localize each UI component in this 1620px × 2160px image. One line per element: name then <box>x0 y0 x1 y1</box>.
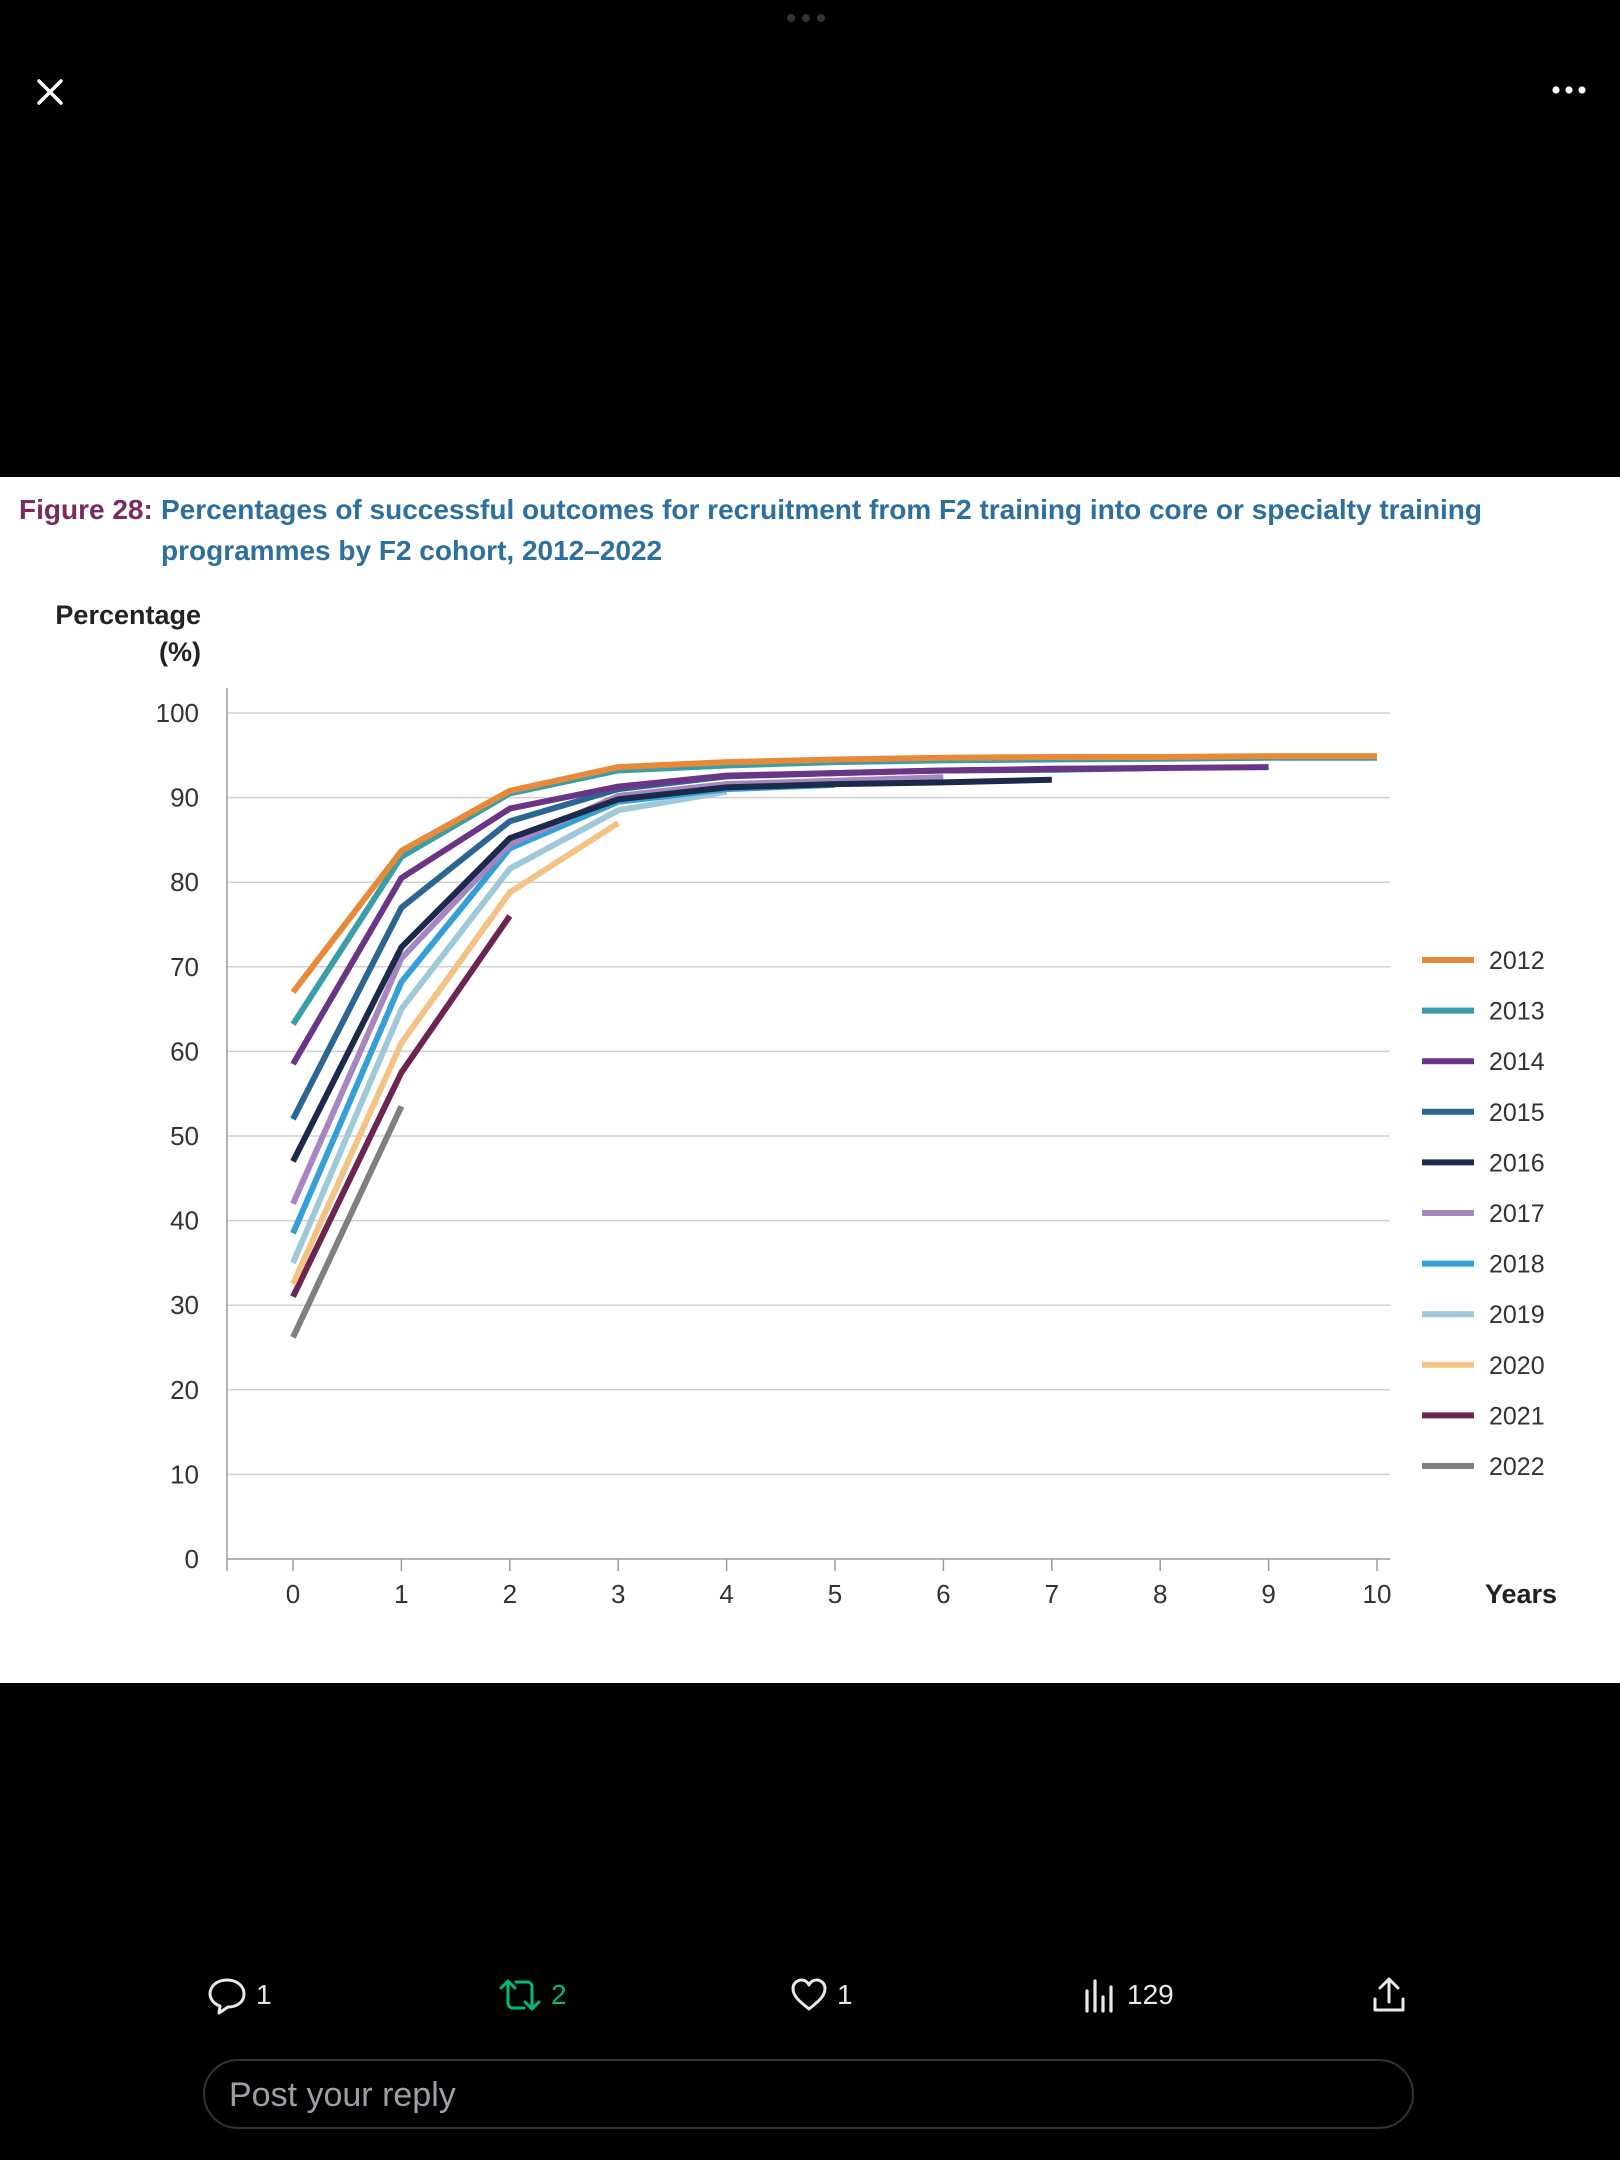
x-tick-label: 5 <box>828 1579 842 1609</box>
like-button[interactable]: 1 <box>789 1975 853 2015</box>
y-axis-title: Percentage (%) <box>55 600 201 667</box>
figure-number: Figure 28: <box>19 494 153 525</box>
x-axis-title: Years <box>1485 1579 1557 1609</box>
y-tick-label: 10 <box>170 1459 199 1489</box>
y-tick-label: 40 <box>170 1206 199 1236</box>
x-tick-label: 7 <box>1045 1579 1059 1609</box>
close-button[interactable] <box>28 70 72 114</box>
x-tick-label: 1 <box>394 1579 408 1609</box>
x-tick-label: 6 <box>936 1579 950 1609</box>
x-tick-label: 4 <box>719 1579 733 1609</box>
y-tick-label: 30 <box>170 1290 199 1320</box>
retweet-button[interactable]: 2 <box>497 1975 567 2015</box>
series-line-2015 <box>290 765 1161 1121</box>
series-line-2020 <box>290 820 620 1286</box>
legend-label-2013: 2013 <box>1489 998 1545 1026</box>
x-tick-label: 2 <box>503 1579 517 1609</box>
x-tick-label: 8 <box>1153 1579 1167 1609</box>
reply-count: 1 <box>256 1979 272 2010</box>
reply-icon <box>208 1978 246 2015</box>
y-tick-label: 50 <box>170 1121 199 1151</box>
close-icon <box>37 79 63 105</box>
x-tick-label: 3 <box>611 1579 625 1609</box>
heart-icon <box>791 1978 827 2011</box>
share-button[interactable] <box>1369 1975 1409 2015</box>
series-line-2019 <box>290 788 728 1265</box>
reply-button[interactable]: 1 <box>206 1975 272 2015</box>
line-chart: 0 10 20 30 40 50 60 70 80 90 100 0 1 2 3 4 5 6 7 8 9 10 Percen… <box>55 600 1557 1609</box>
series-line-2017 <box>290 774 944 1205</box>
more-horizontal-icon <box>1552 86 1586 94</box>
views-count: 129 <box>1127 1979 1174 2010</box>
post-action-bar: 1 2 1 129 <box>0 1965 1620 2035</box>
legend-label-2022: 2022 <box>1489 1453 1545 1481</box>
y-tick-label: 0 <box>185 1544 199 1574</box>
legend-label-2016: 2016 <box>1489 1149 1545 1177</box>
y-tick-label: 60 <box>170 1036 199 1066</box>
y-tick-label: 70 <box>170 952 199 982</box>
views-icon <box>1085 1979 1113 2013</box>
legend-label-2014: 2014 <box>1489 1048 1545 1076</box>
viewer-top-bar <box>0 0 1620 180</box>
y-tick-label: 20 <box>170 1375 199 1405</box>
legend-label-2021: 2021 <box>1489 1402 1545 1430</box>
legend-label-2012: 2012 <box>1489 947 1545 975</box>
reply-composer[interactable] <box>203 2059 1414 2129</box>
y-tick-label: 80 <box>170 867 199 897</box>
drag-handle[interactable] <box>787 14 825 22</box>
y-tick-label: 90 <box>170 783 199 813</box>
series-line-2021 <box>290 914 513 1299</box>
reply-input[interactable] <box>227 2061 1381 2129</box>
x-tick-label: 10 <box>1363 1579 1392 1609</box>
figure-title: Percentages of successful outcomes for r… <box>161 494 1482 566</box>
retweet-icon <box>499 1979 541 2011</box>
views-button[interactable]: 129 <box>1081 1975 1174 2015</box>
series-line-2016 <box>290 776 1052 1163</box>
share-icon <box>1373 1977 1405 2012</box>
legend-label-2019: 2019 <box>1489 1301 1545 1329</box>
more-options-button[interactable] <box>1545 70 1593 110</box>
legend-label-2018: 2018 <box>1489 1251 1545 1279</box>
x-tick-label: 9 <box>1261 1579 1275 1609</box>
x-tick-label: 0 <box>286 1579 300 1609</box>
chart-image: Figure 28: Percentages of successful out… <box>0 477 1620 1683</box>
series-line-2022 <box>290 1105 405 1339</box>
legend-label-2015: 2015 <box>1489 1099 1545 1127</box>
y-tick-label: 100 <box>156 698 199 728</box>
legend-label-2017: 2017 <box>1489 1200 1545 1228</box>
like-count: 1 <box>837 1979 853 2010</box>
legend-label-2020: 2020 <box>1489 1352 1545 1380</box>
retweet-count: 2 <box>551 1979 567 2010</box>
series-line-2012 <box>290 753 1377 995</box>
series-line-2014 <box>290 764 1269 1066</box>
